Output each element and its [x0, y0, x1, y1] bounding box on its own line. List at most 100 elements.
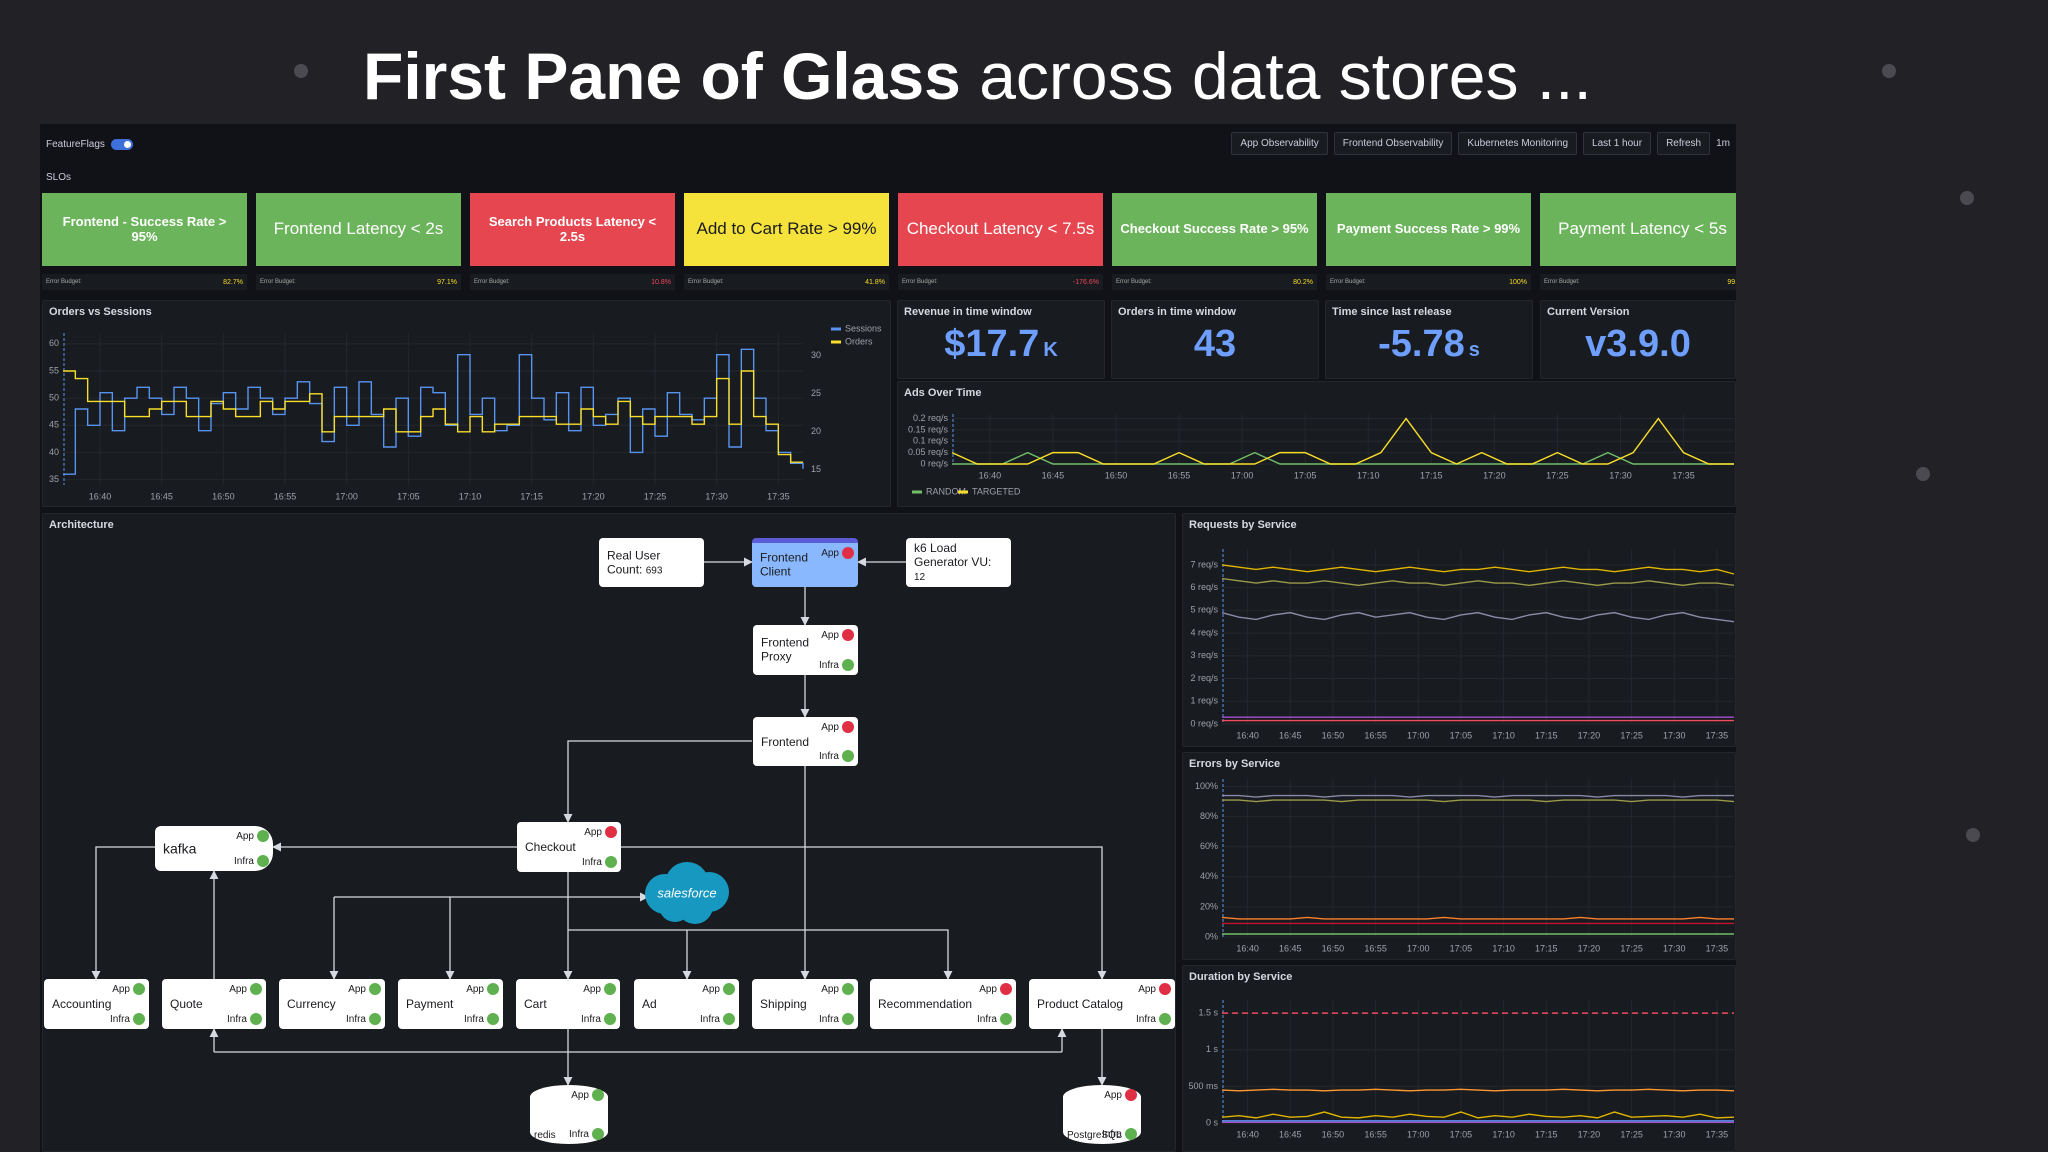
status-app: App — [821, 547, 854, 559]
node-label: Product Catalog — [1037, 997, 1133, 1011]
node-label: k6 Load Generator VU: 12 — [914, 541, 1005, 585]
slo-title: Search Products Latency < 2.5s — [488, 214, 657, 244]
feature-flags-label: FeatureFlags — [46, 138, 105, 150]
x-tick-label: 17:30 — [705, 491, 728, 501]
x-tick-label: 16:40 — [1236, 730, 1259, 740]
slo-tile: Frontend Latency < 2s — [256, 193, 461, 266]
node-name: Quote — [170, 996, 203, 1011]
slo-title: Checkout Latency < 7.5s — [906, 219, 1095, 239]
status-dot — [842, 1013, 854, 1025]
budget-value: 82.7% — [223, 278, 243, 286]
status-dot — [133, 983, 145, 995]
stat-number: 43 — [1193, 323, 1237, 365]
status-dot — [369, 1013, 381, 1025]
status-dot — [1125, 1089, 1137, 1101]
x-tick-label: 17:15 — [1535, 1129, 1558, 1139]
chart-panel: 0 req/s 0.05 req/s 0.1 req/s 0.15 req/s 0.2 … — [897, 381, 1736, 507]
x-tick-label: 16:50 — [1322, 943, 1345, 953]
error-budget: Error Budget: 10.8% — [470, 274, 675, 290]
status-app: App — [584, 826, 617, 838]
node-name: kafka — [163, 840, 197, 857]
stat-number: v3.9.0 — [1585, 323, 1691, 365]
error-budget: Error Budget: 97.1% — [256, 274, 461, 290]
status-app: App — [821, 983, 854, 995]
status-infra: Infra — [819, 1013, 854, 1025]
toolbar-right: App Observability Frontend Observability K… — [1231, 130, 1730, 156]
status-app: App — [348, 983, 381, 995]
service-node: Cart App Infra — [516, 979, 620, 1029]
service-node: Accounting App Infra — [44, 979, 149, 1029]
y-tick-label: 1 req/s — [1190, 696, 1218, 706]
status-infra: Infra — [1136, 1013, 1171, 1025]
y-tick-label: 0.1 req/s — [913, 436, 949, 446]
x-tick-label: 17:15 — [1535, 943, 1558, 953]
status-dot — [842, 983, 854, 995]
x-tick-label: 17:35 — [767, 491, 790, 501]
node-name: Payment — [406, 996, 454, 1011]
dashboard-link[interactable]: Kubernetes Monitoring — [1458, 131, 1578, 155]
edge — [563, 740, 752, 823]
node-name: Currency — [287, 996, 336, 1011]
status-dot — [592, 1128, 604, 1140]
dashboard-link[interactable]: Frontend Observability — [1333, 131, 1453, 155]
decor-dot — [1966, 828, 1980, 842]
node-label: redis — [534, 1130, 562, 1142]
stat-value: v3.9.0 — [1541, 323, 1735, 366]
slo-tile: Frontend - Success Rate > 95% — [42, 193, 247, 266]
y-tick-label: 0.05 req/s — [908, 447, 949, 457]
x-tick-label: 17:30 — [1663, 943, 1686, 953]
slo-title: Checkout Success Rate > 95% — [1120, 221, 1309, 237]
architecture-edges: salesforce — [91, 557, 1107, 1086]
node-name: Frontend — [761, 734, 810, 749]
status-dot — [592, 1089, 604, 1101]
service-node: Real User Count: 693 — [599, 538, 704, 587]
status-infra: Infra — [110, 1013, 145, 1025]
status-label: Infra — [109, 1013, 130, 1025]
series-line — [1221, 577, 1735, 587]
status-dot — [257, 855, 269, 867]
y-tick-label: 7 req/s — [1190, 559, 1218, 569]
y-tick-label: 40% — [1200, 871, 1218, 881]
time-range[interactable]: Last 1 hour — [1583, 131, 1652, 155]
status-app: App — [702, 983, 735, 995]
status-app: App — [112, 983, 145, 995]
stat-panel: Orders in time window 43 — [1111, 300, 1319, 379]
panel-title: Errors by Service — [1189, 758, 1281, 770]
budget-value: 99.3 — [1727, 278, 1736, 286]
chart: 35 40 45 50 55 60 15 20 25 30 16:40 16:45 16:50 16:55… — [49, 323, 882, 501]
node-label: Cart — [524, 997, 578, 1011]
series-line — [1222, 799, 1735, 803]
status-dot — [842, 750, 854, 762]
y-tick-label: 2 req/s — [1190, 673, 1218, 683]
status-label: Infra — [818, 659, 839, 671]
y2-tick-label: 30 — [811, 350, 821, 360]
panel-title: Ads Over Time — [904, 387, 982, 399]
chart: 0% 20% 40% 60% 80% 100% 16:40 16:45 16:50 16:55 17… — [1195, 779, 1735, 953]
status-infra: Infra — [977, 1013, 1012, 1025]
status-infra: Infra — [464, 1013, 499, 1025]
y-tick-label: 0 req/s — [1190, 718, 1218, 728]
status-dot — [605, 826, 617, 838]
refresh[interactable]: Refresh — [1657, 131, 1711, 155]
status-label: App — [584, 826, 602, 838]
stat-panel: Time since last release -5.78 s — [1325, 300, 1533, 379]
node-name: Ad — [642, 996, 657, 1011]
toggle-knob — [123, 140, 131, 148]
node-name: Frontend Proxy — [761, 635, 810, 664]
node-name: Cart — [524, 996, 547, 1011]
toggle[interactable] — [110, 138, 133, 150]
status-dot — [250, 983, 262, 995]
slo-title: Payment Success Rate > 99% — [1336, 221, 1521, 237]
status-label: App — [821, 983, 839, 995]
status-label: Infra — [818, 1013, 839, 1025]
dashboard-link[interactable]: App Observability — [1231, 131, 1328, 155]
status-dot — [842, 659, 854, 671]
status-label: Infra — [226, 1013, 247, 1025]
y-tick-label: 0% — [1205, 931, 1218, 941]
chart: 0 req/s0.05 req/s0.1 req/s 0.15 req/s0.2 … — [908, 413, 1734, 496]
y-tick-label: 4 req/s — [1190, 627, 1218, 637]
status-app: App — [236, 830, 269, 842]
slide-title: First Pane of Glass across data stores .… — [363, 38, 1592, 114]
y-tick-label: 0 req/s — [920, 458, 948, 468]
refresh-interval[interactable]: 1m — [1716, 137, 1730, 149]
